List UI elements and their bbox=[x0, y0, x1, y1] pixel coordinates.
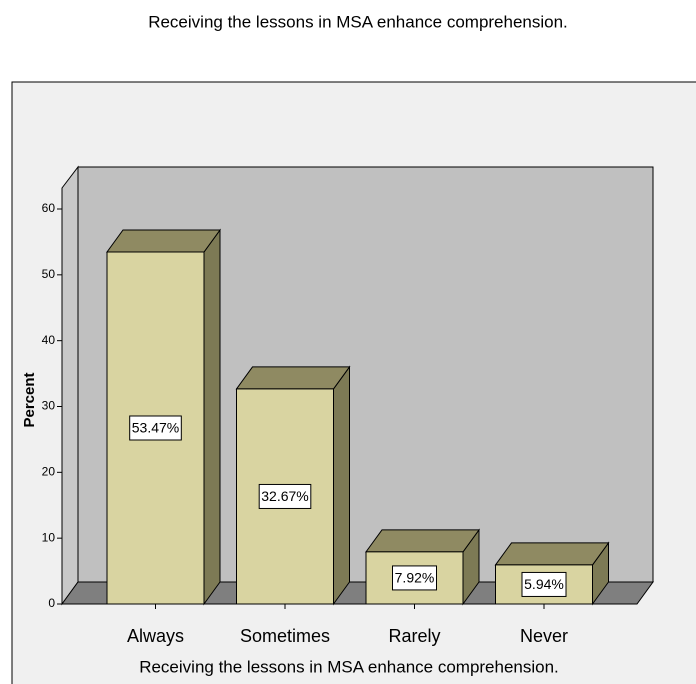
value-label: 53.47% bbox=[132, 420, 179, 436]
chart-title: Receiving the lessons in MSA enhance com… bbox=[148, 12, 568, 31]
y-tick-label: 40 bbox=[42, 333, 56, 347]
value-label-box bbox=[521, 571, 567, 597]
x-tick-label: Always bbox=[127, 626, 184, 646]
value-label-box bbox=[129, 415, 182, 441]
value-label-box bbox=[392, 565, 437, 591]
value-label: 5.94% bbox=[524, 576, 564, 592]
y-tick-label: 0 bbox=[48, 596, 55, 610]
bar-top bbox=[494, 542, 610, 566]
y-tick-label: 20 bbox=[42, 465, 56, 479]
bar-side bbox=[203, 228, 221, 606]
left-wall bbox=[61, 165, 79, 606]
x-axis-title: Receiving the lessons in MSA enhance com… bbox=[139, 657, 559, 676]
x-tick-label: Rarely bbox=[388, 626, 440, 646]
bar-top bbox=[106, 229, 221, 253]
y-tick-label: 30 bbox=[42, 399, 56, 413]
value-label: 7.92% bbox=[395, 570, 435, 586]
bar-top bbox=[235, 366, 351, 390]
y-tick-label: 50 bbox=[42, 267, 56, 281]
value-label-box bbox=[258, 483, 312, 509]
y-axis-title: Percent bbox=[21, 372, 38, 427]
x-tick-label: Never bbox=[520, 626, 568, 646]
y-tick-label: 10 bbox=[42, 530, 56, 544]
x-tick-label: Sometimes bbox=[240, 626, 330, 646]
value-label: 32.67% bbox=[261, 488, 308, 504]
bar-top bbox=[365, 529, 480, 553]
bar-side bbox=[333, 365, 350, 606]
y-tick-label: 60 bbox=[42, 201, 56, 215]
